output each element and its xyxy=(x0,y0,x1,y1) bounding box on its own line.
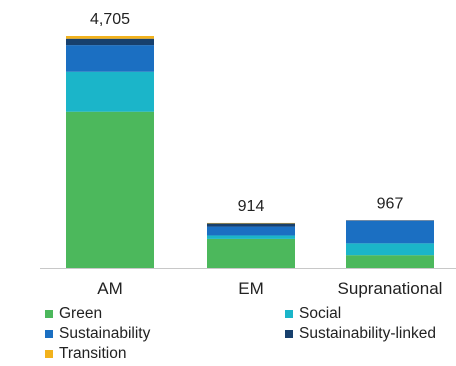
bar-segment-em-green xyxy=(207,238,295,268)
legend-swatch xyxy=(45,349,53,358)
legend-item-sustainability-linked: Sustainability-linked xyxy=(285,324,436,343)
legend-label: Green xyxy=(59,305,103,322)
bar-segment-am-sustainability-linked xyxy=(66,38,154,46)
legend-label: Sustainability xyxy=(59,325,151,342)
legend-label: Social xyxy=(299,305,342,322)
legend-swatch xyxy=(285,309,293,318)
total-label-em: 914 xyxy=(238,198,265,215)
bar-segment-supranational-sustainability-linked xyxy=(346,220,434,221)
chart-plot-area: 4,705 AM 914 EM 967 Supranational xyxy=(40,11,456,298)
total-label-am: 4,705 xyxy=(90,11,130,28)
bar-segment-am-sustainability xyxy=(66,45,154,72)
bar-segment-supranational-sustainability xyxy=(346,220,434,244)
category-label-supranational: Supranational xyxy=(338,279,443,298)
legend-item-green: Green xyxy=(45,304,102,323)
legend-swatch xyxy=(45,309,53,318)
category-label-am: AM xyxy=(97,279,123,298)
bar-segment-am-social xyxy=(66,71,154,112)
bar-segment-supranational-social xyxy=(346,243,434,256)
bar-segment-em-sustainability xyxy=(207,226,295,236)
bar-segment-em-sustainability-linked xyxy=(207,223,295,227)
bar-segment-am-green xyxy=(66,111,154,268)
legend-label: Transition xyxy=(59,345,127,362)
bar-segment-am-transition xyxy=(66,36,154,39)
bar-segment-supranational-green xyxy=(346,255,434,268)
category-label-em: EM xyxy=(238,279,264,298)
legend-item-transition: Transition xyxy=(45,344,126,363)
legend-label: Sustainability-linked xyxy=(299,325,436,342)
total-label-supranational: 967 xyxy=(377,195,404,212)
legend-item-sustainability: Sustainability xyxy=(45,324,150,343)
legend-swatch xyxy=(285,329,293,338)
legend-swatch xyxy=(45,329,53,338)
bar-segment-em-social xyxy=(207,235,295,239)
legend-item-social: Social xyxy=(285,304,341,323)
